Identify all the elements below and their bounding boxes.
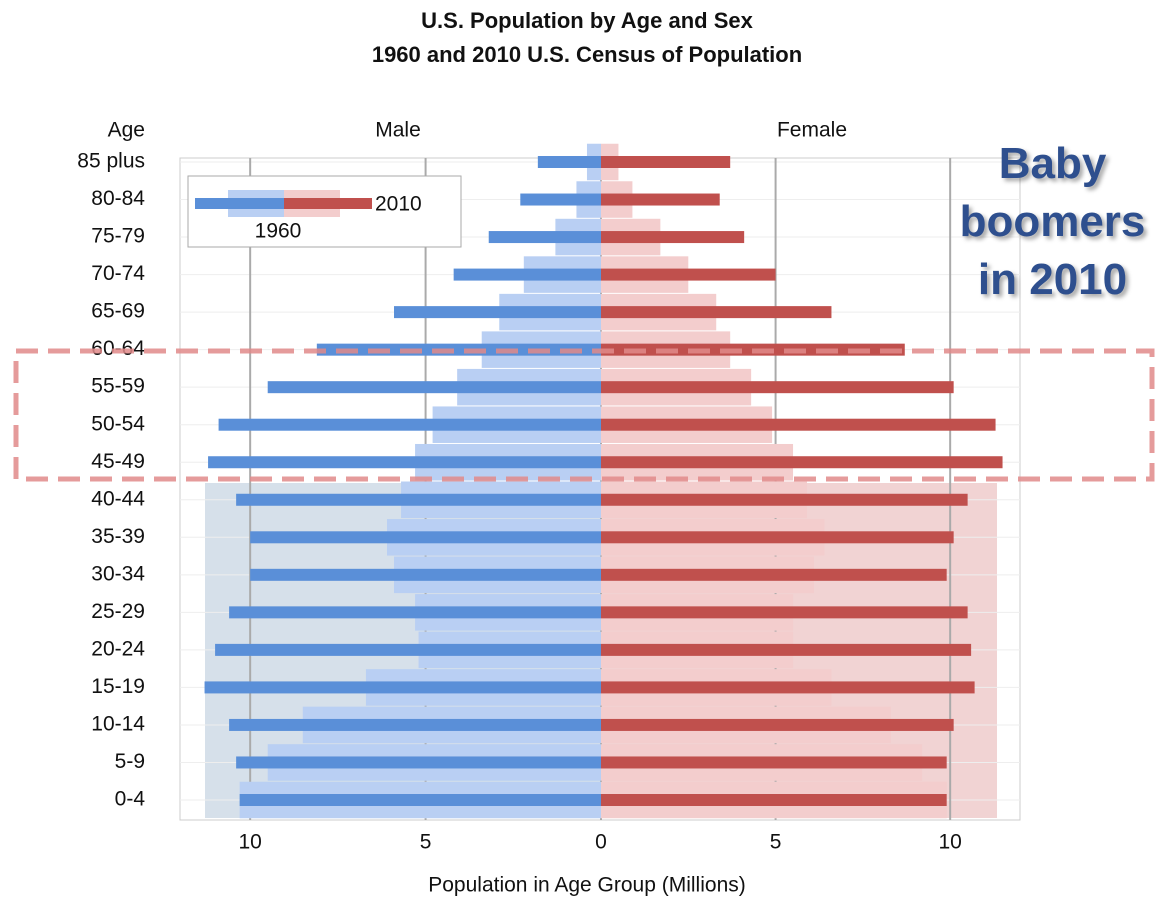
panel-title: Female (777, 119, 847, 142)
bar (601, 794, 947, 806)
y-tick-label: 5-9 (115, 750, 145, 773)
x-tick-label: 10 (938, 831, 961, 854)
y-tick-label: 75-79 (91, 225, 145, 248)
bar (250, 531, 601, 544)
bar (601, 643, 972, 656)
y-tick-label: 0-4 (115, 788, 146, 811)
x-axis-label: Population in Age Group (Millions) (428, 874, 746, 897)
x-tick-label: 5 (770, 831, 782, 854)
y-tick-label: 40-44 (91, 487, 145, 510)
bar (316, 343, 601, 356)
bar (601, 568, 947, 581)
y-tick-label: 85 plus (77, 150, 145, 173)
panel-title: Male (375, 119, 421, 142)
y-tick-label: 35-39 (91, 525, 145, 548)
bar (267, 381, 601, 394)
bar (601, 193, 720, 206)
bar (601, 718, 954, 731)
bar (601, 156, 731, 168)
x-tick-label: 10 (238, 831, 261, 854)
bar (250, 568, 601, 581)
y-tick-label: 50-54 (91, 412, 145, 435)
bar (601, 381, 954, 394)
y-header: Age (108, 119, 145, 142)
bar (601, 456, 1003, 469)
y-tick-label: 25-29 (91, 600, 145, 623)
bar (229, 718, 601, 731)
bar (236, 493, 601, 506)
bar (453, 268, 601, 281)
bar (204, 681, 601, 694)
y-tick-label: 55-59 (91, 375, 145, 398)
y-tick-label: 10-14 (91, 712, 145, 735)
bar (537, 156, 601, 168)
bar (229, 606, 601, 619)
y-tick-label: 45-49 (91, 450, 145, 473)
bar (601, 268, 776, 281)
bar (520, 193, 601, 206)
y-tick-label: 65-69 (91, 300, 145, 323)
x-tick-label: 5 (420, 831, 432, 854)
y-tick-label: 20-24 (91, 637, 145, 660)
bar (601, 756, 947, 769)
chart-subtitle: 1960 and 2010 U.S. Census of Population (372, 42, 802, 67)
bar (488, 231, 601, 244)
bar (394, 306, 601, 319)
bar (601, 418, 996, 431)
bar (236, 756, 601, 769)
bar (601, 306, 832, 319)
bar (239, 794, 601, 806)
highlight-box (13, 348, 1155, 482)
y-tick-label: 15-19 (91, 675, 145, 698)
x-tick-label: 0 (595, 831, 607, 854)
legend-swatch (195, 198, 284, 209)
y-tick-label: 80-84 (91, 187, 145, 210)
bar (601, 493, 968, 506)
annotation: Baby boomers in 2010 (959, 139, 1146, 304)
legend-label: 1960 (255, 220, 302, 243)
y-tick-label: 70-74 (91, 262, 145, 285)
bar (218, 418, 601, 431)
bar (601, 231, 745, 244)
legend-swatch (284, 198, 372, 209)
bar (601, 606, 968, 619)
bar (208, 456, 602, 469)
bar (215, 643, 602, 656)
bar (601, 681, 975, 694)
bar (601, 531, 954, 544)
legend-label: 2010 (375, 193, 422, 216)
y-tick-label: 30-34 (91, 562, 145, 585)
chart-title: U.S. Population by Age and Sex (421, 8, 753, 33)
